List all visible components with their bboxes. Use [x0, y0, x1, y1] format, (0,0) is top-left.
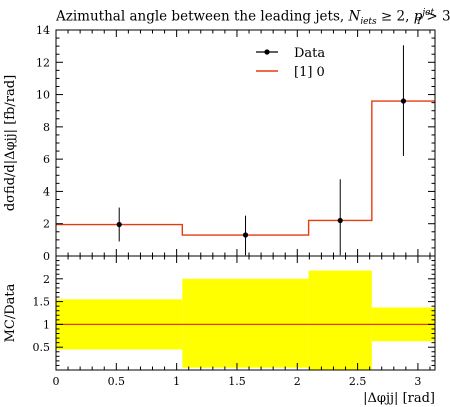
title-pt-subscript: T — [416, 17, 423, 24]
main-y-axis-label: dσfid/d|Δφjj| [fb/rad] — [3, 75, 18, 211]
mc-step-line — [56, 100, 435, 236]
title-pt-superscript: jet — [422, 8, 435, 18]
ratio-y-tick-label: 2 — [43, 273, 50, 286]
ratio-band-group — [56, 270, 435, 370]
main-y-tick-label: 8 — [43, 121, 50, 134]
x-tick-label: 2 — [294, 375, 301, 388]
main-y-tick-label: 12 — [36, 56, 50, 69]
main-y-tick-label: 0 — [43, 250, 50, 263]
legend: Data [1] 0 — [256, 46, 325, 80]
ratio-y-axis-label: MC/Data — [3, 283, 18, 342]
main-y-tick-label: 2 — [43, 218, 50, 231]
main-y-tick-label: 4 — [43, 185, 50, 198]
main-y-tick-label: 14 — [36, 24, 50, 37]
data-point — [116, 221, 122, 228]
x-axis-label: |Δφjj| [rad] — [363, 391, 435, 406]
title-njets: N — [348, 8, 361, 25]
ratio-y-axis: 0.5 1 1.5 2 — [33, 260, 435, 366]
title-pt: p — [413, 8, 423, 25]
data-points-group — [116, 45, 407, 256]
ratio-band-bin — [182, 278, 309, 368]
title-njets-subscript: jets — [360, 17, 377, 24]
ratio-y-tick-label: 1 — [43, 318, 50, 331]
data-point — [400, 98, 407, 104]
x-tick-label: 0 — [53, 375, 60, 388]
main-y-tick-label: 10 — [36, 89, 50, 102]
main-y-axis: 0 2 4 6 8 10 12 14 — [36, 24, 435, 263]
x-tick-label: 2.5 — [349, 375, 367, 388]
main-y-tick-label: 6 — [43, 153, 50, 166]
x-axis: 0 0.5 1 1.5 2 2.5 3 — [53, 30, 431, 388]
x-tick-label: 3 — [414, 375, 421, 388]
data-point — [242, 232, 249, 238]
ratio-band-bin — [308, 270, 372, 370]
title-prefix: Azimuthal angle between the leading jets… — [56, 8, 349, 25]
ratio-panel-frame — [55, 255, 436, 371]
chart-title: Azimuthal angle between the leading jets… — [56, 2, 450, 24]
legend-data-marker — [264, 49, 270, 55]
x-tick-label: 1.5 — [228, 375, 246, 388]
legend-data-label: Data — [294, 46, 325, 61]
title-pt-cut: > 30 GeV — [426, 8, 450, 25]
legend-mc-label: [1] 0 — [294, 65, 325, 80]
x-tick-label: 1 — [173, 375, 180, 388]
ratio-y-tick-label: 1.5 — [33, 296, 51, 309]
ratio-y-tick-label: 0.5 — [33, 341, 51, 354]
data-point — [337, 217, 343, 224]
x-tick-label: 0.5 — [108, 375, 126, 388]
title-njets-cut: ≥ 2, — [376, 8, 414, 25]
